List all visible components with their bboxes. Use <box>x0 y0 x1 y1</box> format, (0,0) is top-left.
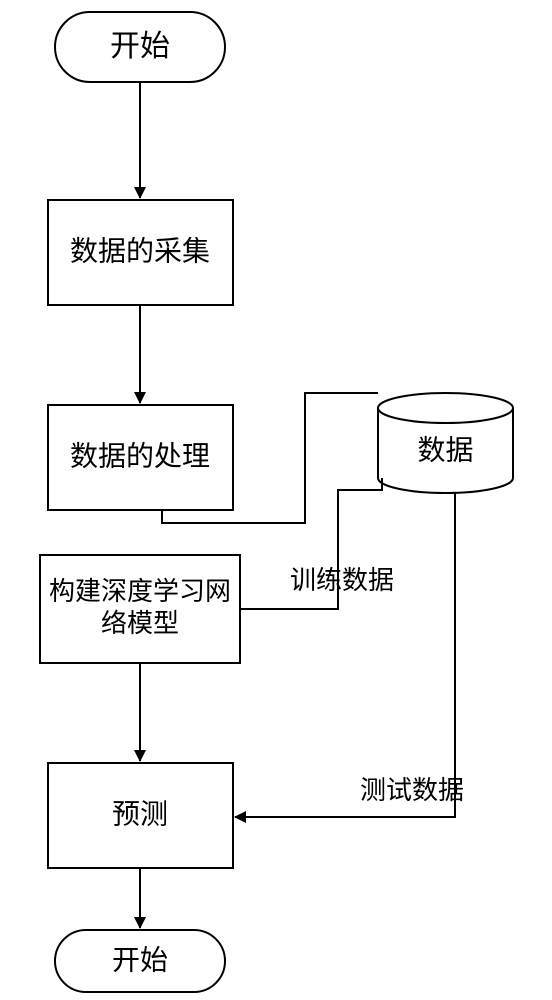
node-model: 构建深度学习网 络模型 <box>40 555 240 663</box>
edge-label-test: 测试数据 <box>360 776 464 805</box>
node-end-label: 开始 <box>112 944 168 976</box>
node-model-label-1: 构建深度学习网 <box>49 577 231 606</box>
node-collect: 数据的采集 <box>48 200 233 305</box>
node-collect-label: 数据的采集 <box>70 235 210 267</box>
node-data: 数据 <box>378 393 513 493</box>
node-process-label: 数据的处理 <box>70 440 210 472</box>
node-data-label: 数据 <box>417 434 473 466</box>
edge-data-predict <box>235 493 455 817</box>
node-predict-label: 预测 <box>112 799 168 830</box>
flowchart-canvas: 开始 数据的采集 数据的处理 数据 构建深度学习网 络模型 训练数据 预测 <box>0 0 552 1000</box>
node-end: 开始 <box>55 930 225 992</box>
node-process: 数据的处理 <box>48 405 233 510</box>
node-predict: 预测 <box>48 763 233 868</box>
edge-label-train: 训练数据 <box>290 566 394 595</box>
node-model-label-2: 络模型 <box>101 609 179 638</box>
node-start-label: 开始 <box>110 30 170 63</box>
node-start: 开始 <box>55 12 225 82</box>
